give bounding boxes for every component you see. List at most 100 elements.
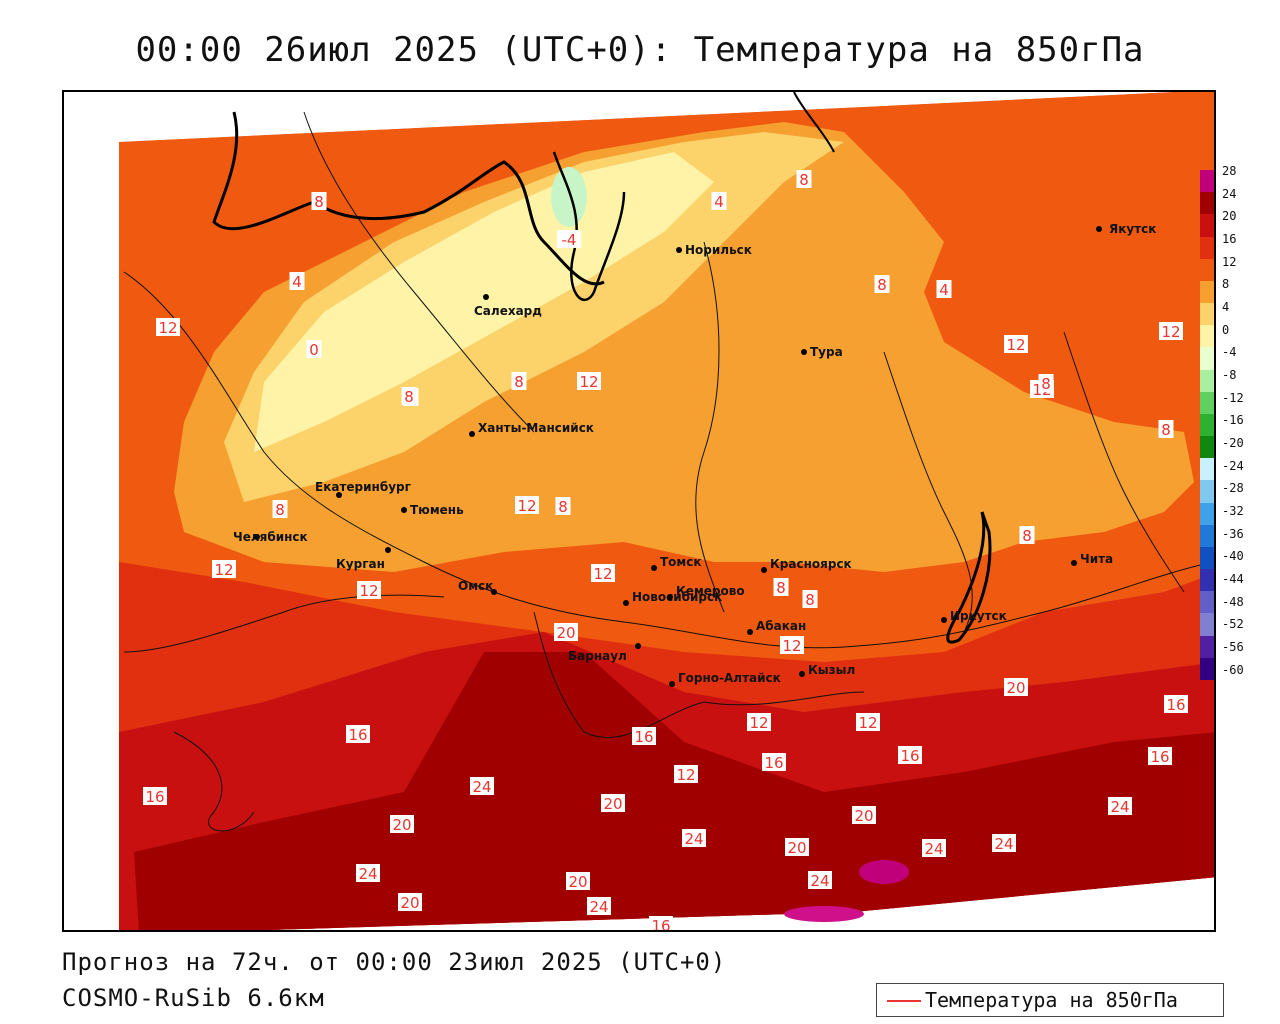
isotherm-label-box: [1108, 797, 1132, 815]
isotherm-label: 20: [603, 795, 622, 813]
colorbar-segment: [1200, 391, 1214, 415]
isotherm-label: 8: [877, 276, 887, 294]
isotherm-label-box: [852, 806, 876, 824]
colorbar-segment: [1200, 657, 1214, 681]
city-dot: [401, 507, 407, 513]
isotherm-label-box: [1159, 322, 1183, 340]
isotherm-label: 24: [994, 835, 1013, 853]
colorbar-segment: [1200, 303, 1214, 326]
isotherm-label-box: [1158, 420, 1174, 438]
outside-domain-left: [64, 92, 119, 930]
isotherm-label-box: [773, 578, 789, 596]
isotherm-label: 24: [810, 872, 829, 890]
isotherm-label: 20: [556, 624, 575, 642]
isotherm-label: 12: [579, 373, 598, 391]
isotherm-label-box: [874, 275, 890, 293]
city-dot: [669, 681, 675, 687]
isotherm-label-box: [796, 170, 812, 188]
colorbar-tick-label: 0: [1222, 322, 1230, 337]
isotherm-label-box: [470, 777, 494, 795]
temperature-map: 844-484012481281212888888812121212128201…: [64, 92, 1214, 930]
colorbar-tick-label: -28: [1222, 481, 1244, 496]
city-dot: [469, 431, 475, 437]
city-dot: [483, 294, 489, 300]
isotherm-label-box: [356, 864, 380, 882]
isotherm-label-box: [143, 787, 167, 805]
isotherm-label-box: [306, 340, 322, 358]
isotherm-labels: 844-484012481281212888888812121212128201…: [143, 170, 1188, 930]
isotherm-label: 20: [1006, 679, 1025, 697]
city-dot: [1096, 226, 1102, 232]
isotherm-label: 12: [782, 637, 801, 655]
colorbar-segment: [1200, 192, 1214, 215]
colorbar-tick-label: -56: [1222, 640, 1244, 654]
colorbar-tick-label: -8: [1222, 368, 1237, 382]
city-label: Екатеринбург: [315, 480, 411, 494]
colorbar-tick-label: -16: [1222, 413, 1244, 428]
isotherm-label-box: [802, 590, 818, 608]
colorbar-segment: [1200, 502, 1214, 526]
isotherm-label: 12: [158, 319, 177, 337]
isotherm-label-box: [601, 794, 625, 812]
temp-zone-4: [224, 132, 844, 502]
isotherm-label-box: [311, 192, 327, 210]
isotherm-label: 20: [568, 873, 587, 891]
colorbar-tick-label: -44: [1222, 572, 1244, 586]
isotherm-label-box: [1004, 678, 1028, 696]
colorbar-tick-label: 20: [1222, 209, 1237, 224]
isotherm-label: 4: [714, 193, 724, 211]
colorbar-tick-label: 12: [1222, 254, 1237, 269]
isotherm-label-box: [398, 893, 422, 911]
colorbar-segment: [1200, 524, 1214, 548]
isotherm-label: 16: [764, 754, 783, 772]
lake-baikal: [946, 511, 992, 644]
colorbar-segment: [1200, 170, 1214, 193]
colorbar-segment: [1200, 591, 1214, 614]
isotherm-label: 12: [517, 497, 536, 515]
isotherm-label-box: [1019, 526, 1035, 544]
colorbar-tick-label: 16: [1222, 232, 1237, 246]
isotherm-label: 24: [1110, 798, 1129, 816]
colorbar-segment: [1200, 569, 1214, 592]
isotherm-label-box: [649, 916, 673, 930]
legend-line-swatch: [887, 1000, 921, 1002]
colorbar-segment: [1200, 347, 1214, 371]
outside-domain-top: [64, 92, 1174, 142]
city-label: Тюмень: [410, 503, 464, 517]
colorbar-segment: [1200, 258, 1214, 282]
city-dot: [651, 565, 657, 571]
isotherm-label-box: [1004, 335, 1028, 353]
arctic-coastline: [212, 111, 605, 286]
isotherm-label-box: [156, 318, 180, 336]
colorbar-segment: [1200, 635, 1214, 659]
city-label: Красноярск: [770, 557, 852, 571]
legend: Температура на 850гПа: [876, 983, 1224, 1017]
isotherm-label: 8: [314, 193, 324, 211]
isotherm-label-box: [632, 727, 656, 745]
isotherm-label: 20: [400, 894, 419, 912]
isotherm-label-box: [555, 497, 571, 515]
colorbar-tick-label: -32: [1222, 504, 1244, 518]
isotherm-label: 16: [900, 747, 919, 765]
colorbar-tick-label: -12: [1222, 390, 1244, 405]
isotherm-label: 12: [359, 582, 378, 600]
temp-zone-24-spot-2: [784, 906, 864, 922]
city-markers: Якутск Норильск Салехард Тура Ханты-Мансийск…: [233, 222, 1156, 687]
isotherm-label: 8: [805, 591, 815, 609]
isotherm-label: 16: [1166, 696, 1185, 714]
isotherm-label-box: [272, 500, 288, 518]
isotherm-label: 16: [634, 728, 653, 746]
isotherm-label: 20: [392, 816, 411, 834]
temp-zone-0: [254, 152, 714, 452]
isotherm-label: 24: [589, 898, 608, 916]
isotherm-label: 8: [404, 388, 414, 406]
colorbar-segment: [1200, 613, 1214, 637]
colorbar-segment: [1200, 325, 1214, 348]
isotherm-label-box: [357, 581, 381, 599]
city-label: Якутск: [1109, 222, 1156, 236]
city-label: Курган: [336, 557, 385, 571]
isotherm-label-box: [780, 636, 804, 654]
isotherm-label: 8: [558, 498, 568, 516]
city-dot: [676, 247, 682, 253]
isotherm-label: 8: [275, 501, 285, 519]
